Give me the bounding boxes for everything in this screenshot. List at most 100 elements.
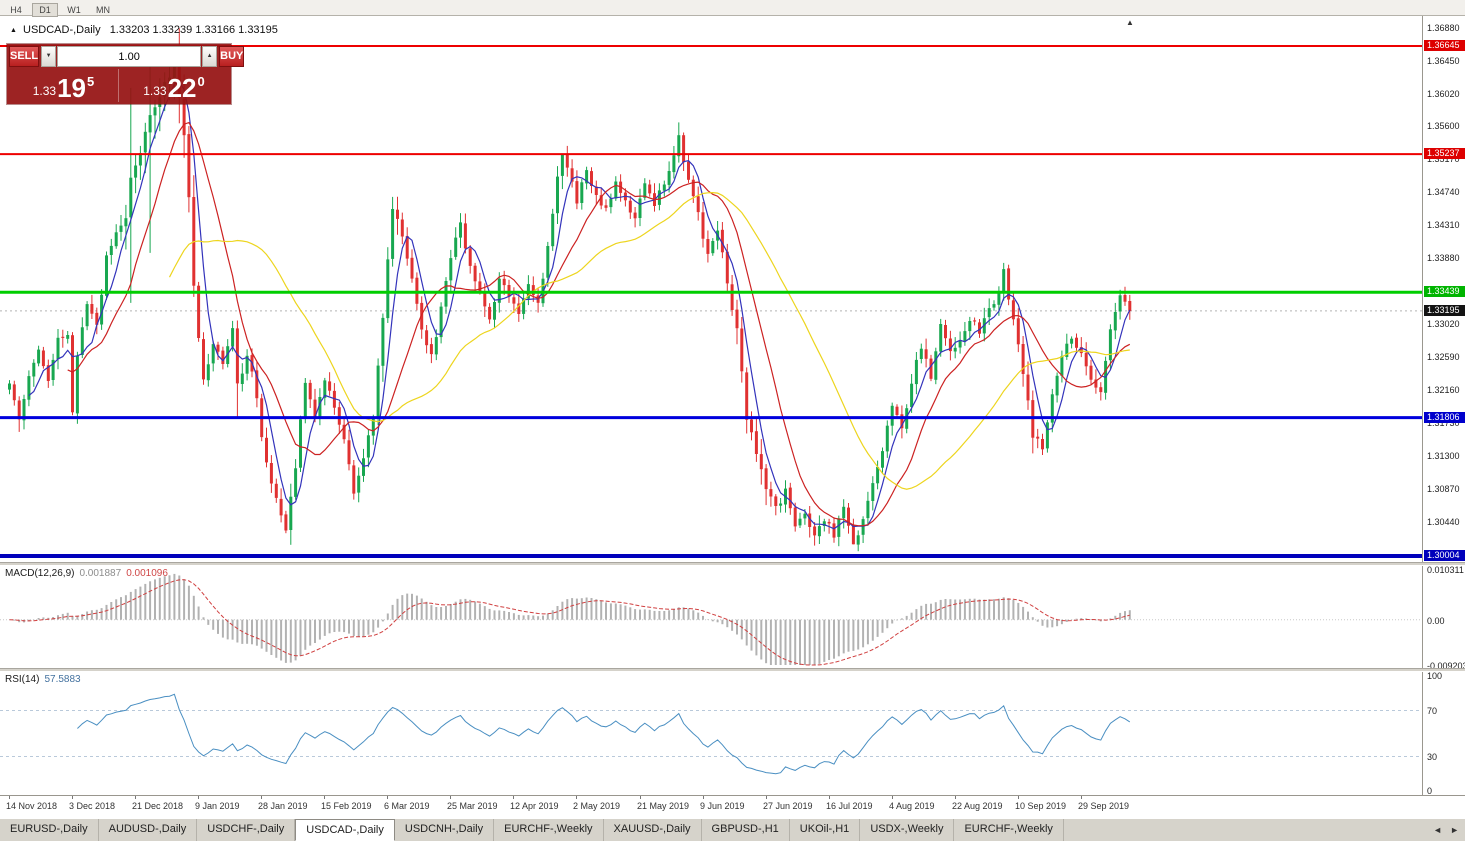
price-direction-icon: ▲ (10, 27, 17, 34)
price-axis-tick: 1.33020 (1427, 319, 1460, 329)
price-line-label: 1.35237 (1424, 148, 1465, 159)
time-axis-tick (450, 796, 451, 799)
macd-main-value: 0.001887 (79, 568, 122, 579)
chart-tab[interactable]: EURUSD-,Daily (0, 819, 99, 841)
current-price-label: 1.33195 (1424, 305, 1465, 316)
chart-tab[interactable]: USDCNH-,Daily (395, 819, 495, 841)
time-axis-label: 9 Jun 2019 (700, 801, 745, 811)
chart-tab[interactable]: AUDUSD-,Daily (99, 819, 198, 841)
chart-shift-marker-icon: ▲ (1126, 18, 1134, 27)
price-axis-tick: 1.31730 (1427, 418, 1460, 428)
time-axis-label: 4 Aug 2019 (889, 801, 935, 811)
price-chart-canvas[interactable] (0, 16, 1422, 562)
macd-signal-value: 0.001096 (126, 568, 168, 579)
volume-increase-button[interactable]: ▲ (202, 46, 218, 67)
price-line-label: 1.33439 (1424, 286, 1465, 297)
window-splitter[interactable] (0, 668, 1465, 672)
tab-scroll-right-icon[interactable]: ► (1450, 825, 1459, 835)
time-axis-label: 27 Jun 2019 (763, 801, 813, 811)
bid-price-prefix: 1.33 (32, 84, 57, 98)
time-axis-label: 29 Sep 2019 (1078, 801, 1130, 811)
ask-price: 1.33 22 0 (119, 69, 229, 102)
time-axis-tick (955, 796, 956, 799)
chart-tab[interactable]: USDCHF-,Daily (197, 819, 296, 841)
chart-tab[interactable]: UKOil-,H1 (790, 819, 861, 841)
price-axis-tick: 1.35600 (1427, 121, 1460, 131)
bid-price-big-digits: 19 (57, 73, 87, 103)
rsi-canvas[interactable] (0, 672, 1422, 795)
time-axis-label: 22 Aug 2019 (952, 801, 1003, 811)
time-axis-tick (9, 796, 10, 799)
price-line-label: 1.36645 (1424, 40, 1465, 51)
chart-tab-bar: EURUSD-,Daily AUDUSD-,Daily USDCHF-,Daily U… (0, 818, 1465, 841)
macd-indicator-window: MACD(12,26,9) 0.001887 0.001096 (0, 566, 1422, 668)
time-axis: 14 Nov 2018 3 Dec 2018 21 Dec 2018 9 Jan 20… (0, 795, 1465, 818)
timeframe-button-mn[interactable]: MN (96, 5, 110, 15)
timeframe-buttons: H4 D1 W1 MN (0, 0, 1465, 18)
price-axis-tick: 1.30870 (1427, 484, 1460, 494)
price-axis-tick: 1.36880 (1427, 23, 1460, 33)
price-axis-tick: 1.30440 (1427, 517, 1460, 527)
time-axis-tick (513, 796, 514, 799)
price-axis: 1.36880 1.36450 1.36020 1.35600 1.35170 1.347… (1422, 16, 1465, 797)
time-axis-tick (135, 796, 136, 799)
rsi-axis-tick: 30 (1427, 752, 1438, 762)
chart-tab[interactable]: USDX-,Weekly (860, 819, 955, 841)
tab-scroll-left-icon[interactable]: ◄ (1433, 825, 1443, 835)
buy-button[interactable]: BUY (219, 46, 245, 67)
timeframe-button-w1[interactable]: W1 (67, 5, 81, 15)
macd-axis-tick: 0.00 (1427, 616, 1445, 626)
main-chart-window: ▲ USDCAD-,Daily 1.33203 1.33239 1.33166 … (0, 16, 1422, 562)
spinner-up-icon: ▲ (206, 53, 213, 59)
trade-controls-row: SELL ▼ ▲ BUY (9, 46, 245, 67)
time-axis-label: 15 Feb 2019 (321, 801, 372, 811)
time-axis-label: 12 Apr 2019 (510, 801, 559, 811)
chart-tab[interactable]: EURCHF-,Weekly (494, 819, 604, 841)
chart-tab[interactable]: GBPUSD-,H1 (702, 819, 790, 841)
bid-ask-display: 1.33 19 5 1.33 22 0 (9, 69, 229, 102)
price-axis-tick: 1.35170 (1427, 154, 1460, 164)
rsi-axis-tick: 70 (1427, 706, 1438, 716)
macd-label: MACD(12,26,9) 0.001887 0.001096 (5, 568, 168, 579)
price-axis-tick: 1.36450 (1427, 56, 1460, 66)
chart-tabs: EURUSD-,Daily AUDUSD-,Daily USDCHF-,Daily U… (0, 819, 1425, 841)
volume-input[interactable] (57, 46, 202, 67)
time-axis-tick (892, 796, 893, 799)
time-axis-tick (766, 796, 767, 799)
chart-ohlc-values: 1.33203 1.33239 1.33166 1.33195 (109, 24, 278, 36)
spinner-down-icon: ▼ (45, 53, 52, 59)
timeframe-button-d1[interactable]: D1 (32, 3, 58, 17)
time-axis-tick (640, 796, 641, 799)
time-axis-label: 10 Sep 2019 (1015, 801, 1067, 811)
time-axis-label: 3 Dec 2018 (69, 801, 116, 811)
ask-price-big-digits: 22 (167, 73, 197, 103)
price-axis-tick: 1.32590 (1427, 352, 1460, 362)
price-axis-tick: 1.32160 (1427, 385, 1460, 395)
time-axis-tick (703, 796, 704, 799)
time-axis-label: 9 Jan 2019 (195, 801, 240, 811)
rsi-name: RSI(14) (5, 674, 40, 685)
price-axis-tick: 1.36020 (1427, 89, 1460, 99)
rsi-axis-tick: 0 (1427, 786, 1433, 796)
time-axis-tick (72, 796, 73, 799)
time-axis-tick (261, 796, 262, 799)
chart-tab[interactable]: USDCAD-,Daily (295, 819, 395, 841)
macd-canvas[interactable] (0, 566, 1422, 668)
ask-price-prefix: 1.33 (143, 84, 167, 98)
time-axis-tick (576, 796, 577, 799)
price-axis-tick: 1.34310 (1427, 220, 1460, 230)
time-axis-label: 28 Jan 2019 (258, 801, 308, 811)
timeframe-button-h4[interactable]: H4 (10, 5, 22, 15)
time-axis-tick (324, 796, 325, 799)
rsi-label: RSI(14) 57.5883 (5, 674, 81, 685)
price-axis-tick: 1.34740 (1427, 187, 1460, 197)
window-splitter[interactable] (0, 562, 1465, 566)
price-line-label: 1.30004 (1424, 550, 1465, 561)
sell-button[interactable]: SELL (9, 46, 40, 67)
one-click-trading-panel: SELL ▼ ▲ BUY 1.33 19 5 1.33 22 0 (7, 44, 245, 104)
chart-title: ▲ USDCAD-,Daily 1.33203 1.33239 1.33166 … (10, 24, 278, 36)
chart-tab[interactable]: XAUUSD-,Daily (604, 819, 702, 841)
volume-decrease-button[interactable]: ▼ (41, 46, 57, 67)
chart-tab[interactable]: EURCHF-,Weekly (954, 819, 1064, 841)
